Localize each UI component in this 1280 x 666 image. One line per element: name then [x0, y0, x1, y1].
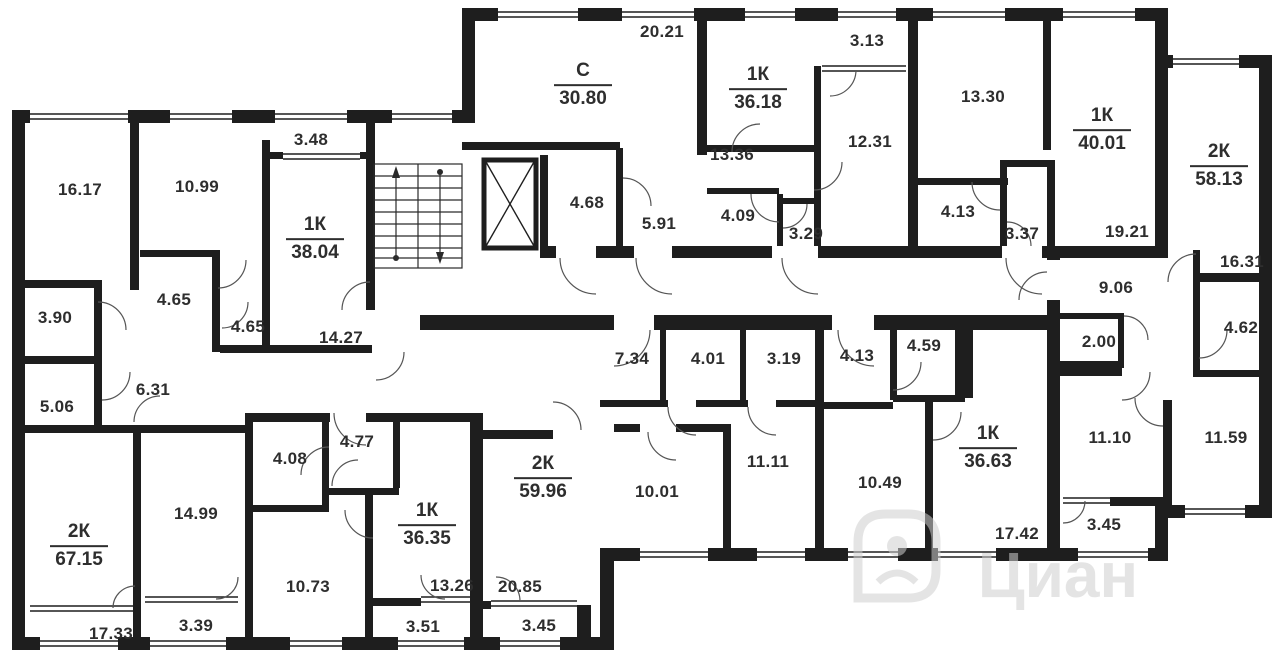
- apartment-type: 1К: [1090, 105, 1114, 127]
- cian-logo-icon: [853, 509, 941, 603]
- room-area-label: 3.45: [521, 616, 557, 635]
- room-area-label: 7.34: [614, 349, 650, 368]
- room-area-label: 4.62: [1223, 318, 1259, 337]
- apartment-label: С 30.80: [554, 60, 612, 110]
- apartment-label: 2К 59.96: [514, 453, 572, 503]
- apartment-rule: [398, 524, 456, 526]
- cian-watermark: Циан: [853, 509, 1138, 611]
- apartment-type: 2К: [67, 521, 91, 543]
- apartment-rule: [1073, 129, 1131, 131]
- apartment-area: 59.96: [519, 481, 567, 502]
- room-area-label: 11.11: [746, 452, 790, 471]
- apartment-type: 1К: [415, 500, 439, 522]
- room-area-label: 4.13: [839, 346, 875, 365]
- windows-layer: [30, 8, 1245, 650]
- room-area-label: 11.59: [1204, 428, 1248, 447]
- room-area-label: 13.26: [429, 576, 475, 595]
- room-area-label: 10.73: [285, 577, 331, 596]
- apartment-label: 1К 36.18: [729, 64, 787, 114]
- room-area-label: 12.31: [847, 132, 893, 151]
- room-area-label: 3.19: [766, 349, 802, 368]
- apartment-label: 2К 58.13: [1190, 141, 1248, 191]
- room-area-label: 17.42: [994, 524, 1040, 543]
- room-area-label: 13.36: [709, 145, 755, 164]
- apartment-area: 58.13: [1195, 169, 1243, 190]
- room-area-label: 6.31: [135, 380, 171, 399]
- elevator-icon: [481, 157, 539, 251]
- apartment-area: 30.80: [559, 88, 607, 109]
- apartment-rule: [1190, 165, 1248, 167]
- room-area-label: 11.10: [1088, 428, 1132, 447]
- apartment-rule: [514, 477, 572, 479]
- room-area-label: 3.45: [1086, 515, 1122, 534]
- apartment-label: 1К 36.35: [398, 500, 456, 550]
- apartment-label: 1К 38.04: [286, 214, 344, 264]
- room-area-label: 5.91: [641, 214, 677, 233]
- apartment-area: 40.01: [1078, 133, 1126, 154]
- apartment-type: 2К: [1207, 141, 1231, 163]
- room-area-label: 4.65: [156, 290, 192, 309]
- room-area-label: 4.08: [272, 449, 308, 468]
- room-area-label: 20.85: [497, 577, 543, 596]
- room-area-label: 16.17: [57, 180, 103, 199]
- apartment-area: 38.04: [291, 242, 339, 263]
- stairs-icon: [373, 163, 463, 269]
- apartment-area: 67.15: [55, 549, 103, 570]
- room-area-label: 3.90: [37, 308, 73, 327]
- room-area-label: 10.01: [634, 482, 680, 501]
- room-area-label: 4.65: [230, 317, 266, 336]
- room-area-label: 17.33: [88, 624, 134, 643]
- room-area-label: 3.51: [405, 617, 441, 636]
- apartment-label: 1К 40.01: [1073, 105, 1131, 155]
- room-area-label: 10.49: [857, 473, 903, 492]
- room-area-label: 20.21: [639, 22, 685, 41]
- apartment-rule: [286, 238, 344, 240]
- room-area-label: 2.00: [1081, 332, 1117, 351]
- room-area-label: 3.39: [178, 616, 214, 635]
- room-area-label: 19.21: [1104, 222, 1150, 241]
- apartment-type: 1К: [976, 423, 1000, 445]
- room-area-label: 3.13: [849, 31, 885, 50]
- room-area-label: 3.37: [1004, 224, 1040, 243]
- apartment-label: 2К 67.15: [50, 521, 108, 571]
- apartment-type: 2К: [531, 453, 555, 475]
- room-area-label: 4.68: [569, 193, 605, 212]
- room-area-label: 13.30: [960, 87, 1006, 106]
- apartment-area: 36.18: [734, 92, 782, 113]
- room-area-label: 3.48: [293, 130, 329, 149]
- room-area-label: 4.13: [940, 202, 976, 221]
- room-area-label: 3.29: [788, 224, 824, 243]
- room-area-label: 14.27: [318, 328, 364, 347]
- apartment-type: 1К: [303, 214, 327, 236]
- room-area-label: 4.01: [690, 349, 726, 368]
- room-area-label: 4.09: [720, 206, 756, 225]
- room-area-label: 9.06: [1098, 278, 1134, 297]
- apartment-rule: [554, 84, 612, 86]
- room-area-label: 16.31: [1219, 252, 1265, 271]
- apartment-area: 36.35: [403, 528, 451, 549]
- room-area-label: 4.59: [906, 336, 942, 355]
- room-area-label: 5.06: [39, 397, 75, 416]
- room-area-label: 10.99: [174, 177, 220, 196]
- apartment-rule: [729, 88, 787, 90]
- watermark-text: Циан: [978, 539, 1138, 611]
- apartment-rule: [959, 447, 1017, 449]
- room-area-label: 14.99: [173, 504, 219, 523]
- apartment-type: С: [576, 60, 590, 82]
- apartment-type: 1К: [746, 64, 770, 86]
- apartment-area: 36.63: [964, 451, 1012, 472]
- room-area-label: 4.77: [339, 432, 375, 451]
- doors-layer: [97, 69, 1228, 609]
- apartment-rule: [50, 545, 108, 547]
- apartment-label: 1К 36.63: [959, 423, 1017, 473]
